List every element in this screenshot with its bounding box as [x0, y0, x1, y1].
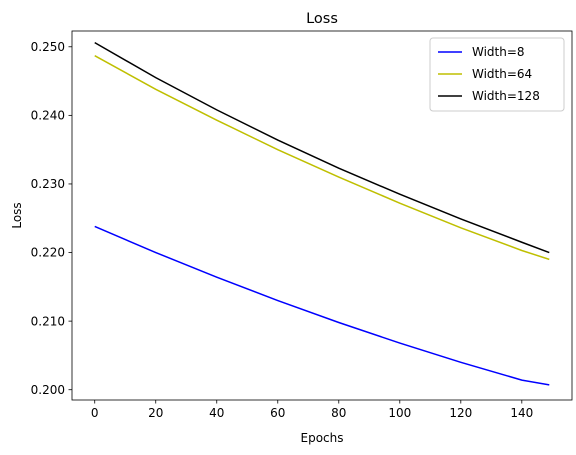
x-axis-label: Epochs	[301, 431, 344, 445]
y-tick-label-0: 0.200	[31, 383, 65, 397]
legend-box	[429, 37, 565, 112]
x-tick-label-2: 40	[209, 406, 224, 420]
legend-entry-0: Width=8	[472, 45, 525, 59]
series-layer	[94, 42, 550, 386]
legend-entry-2: Width=128	[472, 89, 540, 103]
x-tick-label-7: 140	[510, 406, 533, 420]
y-tick-label-2: 0.220	[31, 246, 65, 260]
x-tick-label-4: 80	[331, 406, 346, 420]
x-tick-label-1: 20	[148, 406, 163, 420]
legend-entry-1: Width=64	[472, 67, 532, 81]
y-axis-label: Loss	[10, 202, 24, 228]
y-tick-label-3: 0.230	[31, 177, 65, 191]
x-tick-label-6: 120	[449, 406, 472, 420]
legend: Width=8 Width=64 Width=128	[429, 37, 565, 112]
x-tick-label-5: 100	[388, 406, 411, 420]
y-tick-label-5: 0.250	[31, 40, 65, 54]
y-tick-label-4: 0.240	[31, 109, 65, 123]
series-line-2	[94, 42, 550, 254]
tick-layer: 0 20 40 60 80 100 120 140 0.200 0.210 0.220 0.230 0.…	[31, 40, 534, 420]
x-tick-label-3: 60	[270, 406, 285, 420]
x-tick-label-0: 0	[91, 406, 99, 420]
chart-title: Loss	[306, 11, 338, 27]
series-line-0	[94, 225, 550, 386]
y-tick-label-1: 0.210	[31, 314, 65, 328]
plot-frame	[71, 30, 573, 401]
series-line-1	[94, 55, 550, 261]
